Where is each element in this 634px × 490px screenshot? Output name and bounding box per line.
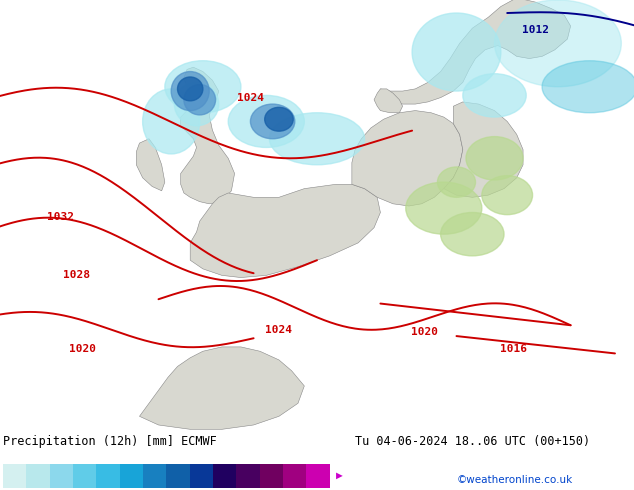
Bar	[27, 464, 50, 488]
Ellipse shape	[406, 182, 482, 234]
Text: 1032: 1032	[47, 212, 74, 222]
Ellipse shape	[184, 85, 216, 115]
Ellipse shape	[269, 113, 365, 165]
Bar	[283, 464, 306, 488]
Ellipse shape	[143, 89, 200, 154]
Bar	[166, 464, 190, 488]
Bar	[190, 464, 213, 488]
Polygon shape	[374, 89, 403, 113]
Ellipse shape	[228, 96, 304, 147]
Ellipse shape	[250, 104, 295, 139]
Polygon shape	[352, 111, 463, 206]
Bar	[120, 464, 143, 488]
Bar	[50, 464, 73, 488]
Polygon shape	[136, 139, 165, 191]
Ellipse shape	[174, 82, 219, 126]
Ellipse shape	[441, 213, 504, 256]
Text: 1024: 1024	[237, 93, 264, 102]
Polygon shape	[190, 184, 380, 277]
Text: 1020: 1020	[411, 327, 438, 337]
Bar	[96, 464, 120, 488]
Ellipse shape	[495, 0, 621, 87]
Ellipse shape	[437, 167, 476, 197]
Text: 1012: 1012	[522, 25, 549, 35]
Ellipse shape	[412, 13, 501, 91]
Text: ©weatheronline.co.uk: ©weatheronline.co.uk	[456, 475, 573, 486]
Ellipse shape	[265, 107, 293, 131]
Polygon shape	[181, 67, 235, 204]
Bar	[213, 464, 236, 488]
Text: Tu 04-06-2024 18..06 UTC (00+150): Tu 04-06-2024 18..06 UTC (00+150)	[355, 435, 590, 448]
Polygon shape	[139, 347, 304, 429]
Bar	[3, 464, 27, 488]
Text: 1024: 1024	[266, 324, 292, 335]
Polygon shape	[380, 0, 571, 104]
Bar	[143, 464, 167, 488]
Bar	[73, 464, 96, 488]
Ellipse shape	[542, 61, 634, 113]
Ellipse shape	[463, 74, 526, 117]
Text: 1028: 1028	[63, 270, 89, 280]
Text: 1020: 1020	[69, 344, 96, 354]
Bar	[236, 464, 260, 488]
Bar	[306, 464, 330, 488]
Ellipse shape	[466, 137, 523, 180]
Ellipse shape	[171, 72, 209, 111]
Text: Precipitation (12h) [mm] ECMWF: Precipitation (12h) [mm] ECMWF	[3, 435, 217, 448]
Ellipse shape	[165, 61, 241, 113]
Ellipse shape	[178, 77, 203, 101]
Bar	[260, 464, 283, 488]
Polygon shape	[444, 102, 523, 197]
Text: 1016: 1016	[500, 344, 527, 354]
Ellipse shape	[482, 175, 533, 215]
